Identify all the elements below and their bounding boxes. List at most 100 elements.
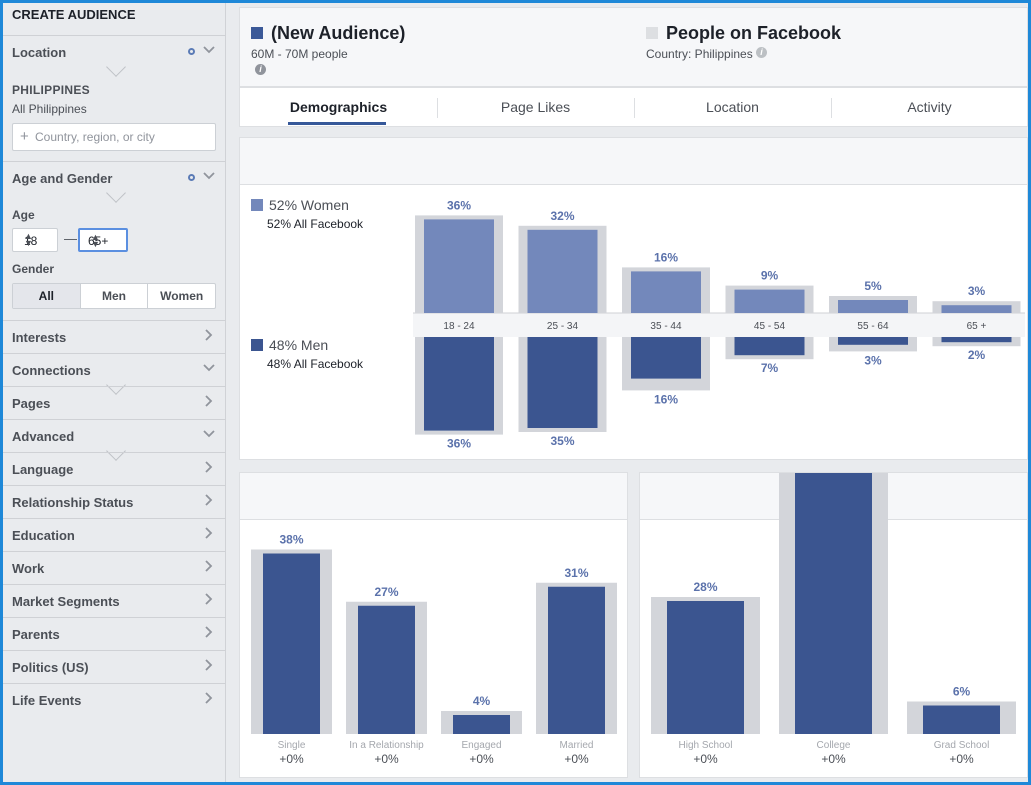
category-label: College [817,740,851,751]
chevron-down-icon[interactable] [202,169,216,183]
selected-country: PHILIPPINES [12,83,90,97]
chevron-right-icon[interactable] [202,691,216,705]
location-search-box[interactable]: + [12,123,216,151]
men-data-label: 7% [761,361,779,375]
sidebar-item-connections[interactable]: Connections [3,353,226,385]
chevron-right-icon[interactable] [202,658,216,672]
chevron-down-icon[interactable] [202,427,216,441]
value-bar [453,715,510,734]
chevron-down-icon[interactable] [202,361,216,375]
audience-color-swatch [251,27,263,39]
tab-location[interactable]: Location [706,99,759,115]
value-bar [795,473,872,734]
sidebar-item-life-events[interactable]: Life Events [3,683,226,715]
audience-title: (New Audience) [271,23,406,43]
value-bar [548,586,605,734]
sidebar-item-label: Parents [12,627,60,642]
tab-activity[interactable]: Activity [907,99,952,115]
age-max-value: 65+ [88,234,109,248]
value-bar [923,705,1000,734]
data-label: 38% [279,533,303,547]
gender-option-all[interactable]: All [13,284,81,308]
location-section-header[interactable]: Location [3,35,226,67]
age-min-select[interactable]: 18 ▲ ▼ [12,228,58,252]
age-gender-section-label: Age and Gender [12,171,113,186]
chevron-right-icon[interactable] [202,592,216,606]
chevron-down-icon[interactable] [202,43,216,57]
create-audience-sidebar: CREATE AUDIENCE Location PHILIPPINES All… [3,3,226,782]
men-bar [631,337,701,379]
sidebar-item-advanced[interactable]: Advanced [3,419,226,451]
chevron-right-icon[interactable] [202,394,216,408]
gender-option-men[interactable]: Men [81,284,149,308]
change-label: +0% [374,752,399,766]
sidebar-item-interests[interactable]: Interests [3,320,226,352]
data-label: 28% [693,580,717,594]
location-section-label: Location [12,45,67,60]
sidebar-item-label: Life Events [12,693,82,708]
change-label: +0% [279,752,304,766]
sidebar-item-label: Education [12,528,75,543]
change-label: +0% [821,752,846,766]
selected-country-scope: All Philippines [12,102,87,116]
women-bar [734,289,805,313]
age-gender-section-header[interactable]: Age and Gender [3,161,226,193]
age-label: Age [12,208,35,222]
data-label: 31% [564,566,588,580]
women-data-label: 36% [447,198,471,212]
gender-selector: All Men Women [12,283,216,309]
data-label: 4% [473,694,491,708]
chevron-right-icon[interactable] [202,460,216,474]
chevron-right-icon[interactable] [202,328,216,342]
data-label: 6% [953,685,971,699]
audience-insights-app: CREATE AUDIENCE Location PHILIPPINES All… [3,3,1028,782]
age-category-label: 45 - 54 [754,321,786,332]
women-bar [941,305,1012,313]
age-min-value: 18 [24,234,38,248]
sidebar-item-language[interactable]: Language [3,452,226,484]
age-gender-chart: 36% 36% 18 - 24 32% 35% 25 - 34 16% 16% 35 - 44 9… [413,198,1025,451]
plus-icon: + [20,128,29,145]
men-data-label: 2% [968,348,986,362]
relationship-status-card: 38% Single +0% 27% In a Relationship +0% 4% Eng… [239,472,628,778]
chevron-right-icon[interactable] [202,559,216,573]
women-all-facebook-label: 52% All Facebook [267,217,364,231]
gender-label: Gender [12,262,55,276]
men-data-label: 35% [550,434,574,448]
sidebar-title: CREATE AUDIENCE [12,7,136,22]
sidebar-item-label: Advanced [12,429,75,444]
age-max-select[interactable]: 65+ ▲ ▼ [78,228,128,252]
sidebar-item-relationship-status[interactable]: Relationship Status [3,485,226,517]
tab-divider [437,98,438,118]
chevron-right-icon[interactable] [202,493,216,507]
gender-option-women[interactable]: Women [160,289,204,303]
sidebar-item-pages[interactable]: Pages [3,386,226,418]
men-legend-label: 48% Men [269,337,329,353]
sidebar-item-education[interactable]: Education [3,518,226,550]
sidebar-item-politics-us[interactable]: Politics (US) [3,650,226,682]
change-label: +0% [469,752,494,766]
women-bar [838,300,908,313]
sidebar-item-label: Relationship Status [12,495,134,510]
age-category-label: 18 - 24 [443,321,475,332]
tab-demographics[interactable]: Demographics [289,99,388,115]
sidebar-item-market-segments[interactable]: Market Segments [3,584,226,616]
change-label: +0% [693,752,718,766]
sidebar-item-label: Work [12,561,45,576]
women-legend-label: 52% Women [269,197,349,213]
info-icon[interactable]: i [756,47,767,58]
chevron-right-icon[interactable] [202,625,216,639]
category-label: Single [278,740,306,751]
sidebar-item-label: Politics (US) [12,660,89,675]
women-data-label: 3% [968,284,986,298]
tab-page-likes[interactable]: Page Likes [500,99,571,115]
info-icon[interactable]: i [255,64,266,75]
chevron-right-icon[interactable] [202,526,216,540]
change-label: +0% [564,752,589,766]
audience-size: 60M - 70M people [251,47,348,61]
sidebar-item-label: Interests [12,330,67,345]
sidebar-item-parents[interactable]: Parents [3,617,226,649]
women-bar [631,271,701,313]
sidebar-item-work[interactable]: Work [3,551,226,583]
location-search-input[interactable] [35,128,210,146]
